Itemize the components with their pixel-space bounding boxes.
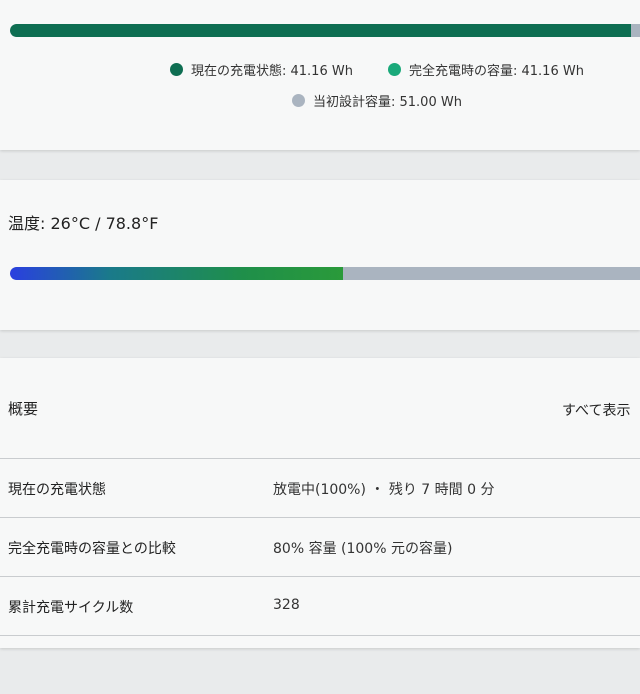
row-value: 80% 容量 (100% 元の容量) — [273, 541, 453, 557]
row-key: 完全充電時の容量との比較 — [8, 541, 176, 557]
overview-row: 完全充電時の容量との比較 80% 容量 (100% 元の容量) — [0, 517, 640, 576]
current-dot-icon — [170, 63, 183, 76]
legend-design: 当初設計容量: 51.00 Wh — [292, 91, 462, 110]
legend-full-label: 完全充電時の容量: 41.16 Wh — [409, 64, 584, 79]
temperature-card: 温度: 26°C / 78.8°F — [0, 180, 640, 330]
row-value: 放電中(100%) ・ 残り 7 時間 0 分 — [273, 482, 495, 498]
show-all-link[interactable]: すべて表示 — [562, 403, 631, 419]
capacity-card: 現在の充電状態: 41.16 Wh 完全充電時の容量: 41.16 Wh 当初設… — [0, 0, 640, 150]
divider — [0, 635, 640, 694]
capacity-bar-fill — [10, 24, 631, 37]
full-dot-icon — [388, 63, 401, 76]
design-dot-icon — [292, 94, 305, 107]
legend-current: 現在の充電状態: 41.16 Wh — [170, 60, 353, 79]
row-key: 累計充電サイクル数 — [8, 600, 134, 616]
temperature-label: 温度: 26°C / 78.8°F — [8, 214, 159, 233]
row-value: 328 — [273, 597, 300, 613]
overview-title: 概要 — [8, 400, 39, 418]
capacity-bar — [10, 24, 640, 37]
legend-full: 完全充電時の容量: 41.16 Wh — [388, 60, 584, 79]
legend-current-label: 現在の充電状態: 41.16 Wh — [191, 64, 353, 79]
overview-card: 概要 すべて表示 現在の充電状態 放電中(100%) ・ 残り 7 時間 0 分… — [0, 358, 640, 648]
row-key: 現在の充電状態 — [8, 482, 106, 498]
overview-row: 現在の充電状態 放電中(100%) ・ 残り 7 時間 0 分 — [0, 458, 640, 517]
temperature-bar — [10, 267, 640, 280]
temperature-bar-fill — [10, 267, 343, 280]
legend-design-label: 当初設計容量: 51.00 Wh — [313, 95, 462, 110]
overview-row: 累計充電サイクル数 328 — [0, 576, 640, 635]
